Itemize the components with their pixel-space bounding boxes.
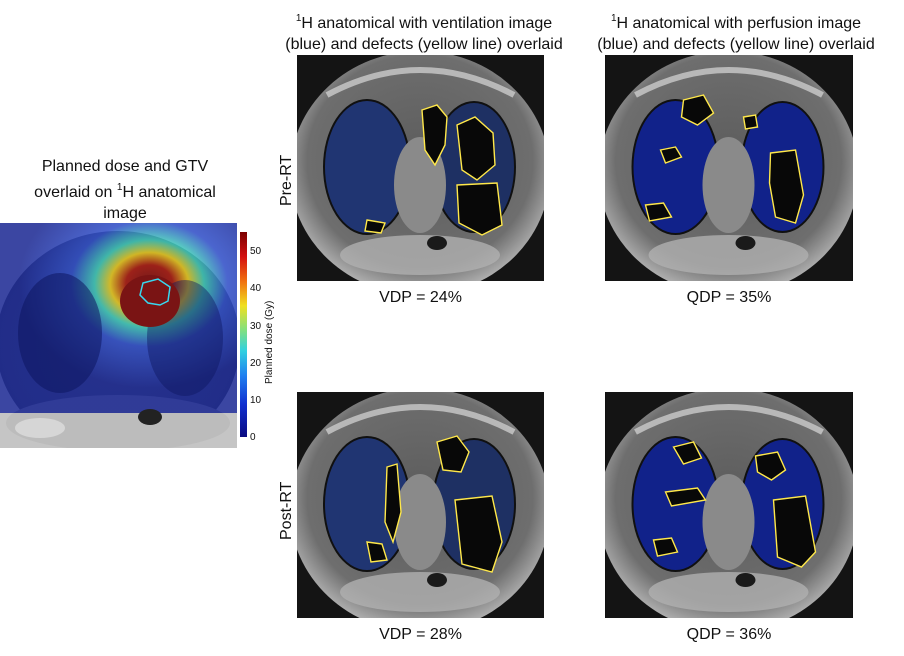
pre-perfusion-image xyxy=(605,55,853,281)
row-label-post: Post-RT xyxy=(278,481,295,540)
post-vdp-label: VDP = 28% xyxy=(379,626,462,643)
defect-region xyxy=(384,463,402,545)
dose-title-line3: image xyxy=(103,205,147,222)
colorbar-tick-40: 40 xyxy=(250,283,262,294)
pre-vdp-label: VDP = 24% xyxy=(379,289,462,306)
pre-ventilation-image xyxy=(297,55,544,281)
row-label-pre: Pre-RT xyxy=(278,154,295,206)
colorbar-tick-20: 20 xyxy=(250,358,262,369)
dose-colorbar xyxy=(240,232,247,437)
dose-title-line2-post: H anatomical xyxy=(122,184,216,201)
defect-region xyxy=(672,441,703,465)
dose-title-line1: Planned dose and GTV xyxy=(41,158,209,175)
ventilation-header-line1: H anatomical with ventilation image xyxy=(301,15,553,32)
defect-region xyxy=(364,219,386,234)
defect-region xyxy=(644,202,673,222)
colorbar-label: Planned dose (Gy) xyxy=(264,300,275,384)
defect-region xyxy=(436,435,470,473)
defect-region xyxy=(652,537,679,557)
defect-region xyxy=(664,487,707,507)
colorbar-tick-50: 50 xyxy=(250,246,262,257)
superscript-one: 1 xyxy=(610,13,617,24)
defect-region xyxy=(680,94,715,126)
colorbar-tick-0: 0 xyxy=(250,432,256,443)
dose-panel-title: Planned dose and GTV overlaid on 1H anat… xyxy=(0,156,250,224)
dose-title-line2-pre: overlaid on xyxy=(34,184,117,201)
defect-region xyxy=(772,495,817,568)
defect-region xyxy=(421,104,448,167)
defect-region xyxy=(366,541,388,563)
ventilation-header-line2: (blue) and defects (yellow line) overlai… xyxy=(285,36,563,53)
ventilation-header: 1H anatomical with ventilation image (bl… xyxy=(256,8,592,55)
colorbar-tick-10: 10 xyxy=(250,395,262,406)
defect-region xyxy=(768,149,805,224)
post-ventilation-image xyxy=(297,392,544,618)
defect-region xyxy=(659,146,683,164)
perfusion-header-line2: (blue) and defects (yellow line) overlai… xyxy=(597,36,875,53)
perfusion-header: 1H anatomical with perfusion image (blue… xyxy=(572,8,900,55)
defect-region xyxy=(754,451,787,481)
defect-region xyxy=(456,182,503,236)
defect-region xyxy=(454,495,503,573)
superscript-one: 1 xyxy=(295,13,302,24)
perfusion-header-line1: H anatomical with perfusion image xyxy=(616,15,862,32)
superscript-one: 1 xyxy=(116,182,123,193)
defect-region xyxy=(742,114,759,130)
defect-region xyxy=(456,116,496,181)
post-perfusion-image xyxy=(605,392,853,618)
post-qdp-label: QDP = 36% xyxy=(686,626,772,643)
colorbar-tick-30: 30 xyxy=(250,321,262,332)
pre-qdp-label: QDP = 35% xyxy=(686,289,772,306)
dose-overlay-image xyxy=(0,223,237,448)
